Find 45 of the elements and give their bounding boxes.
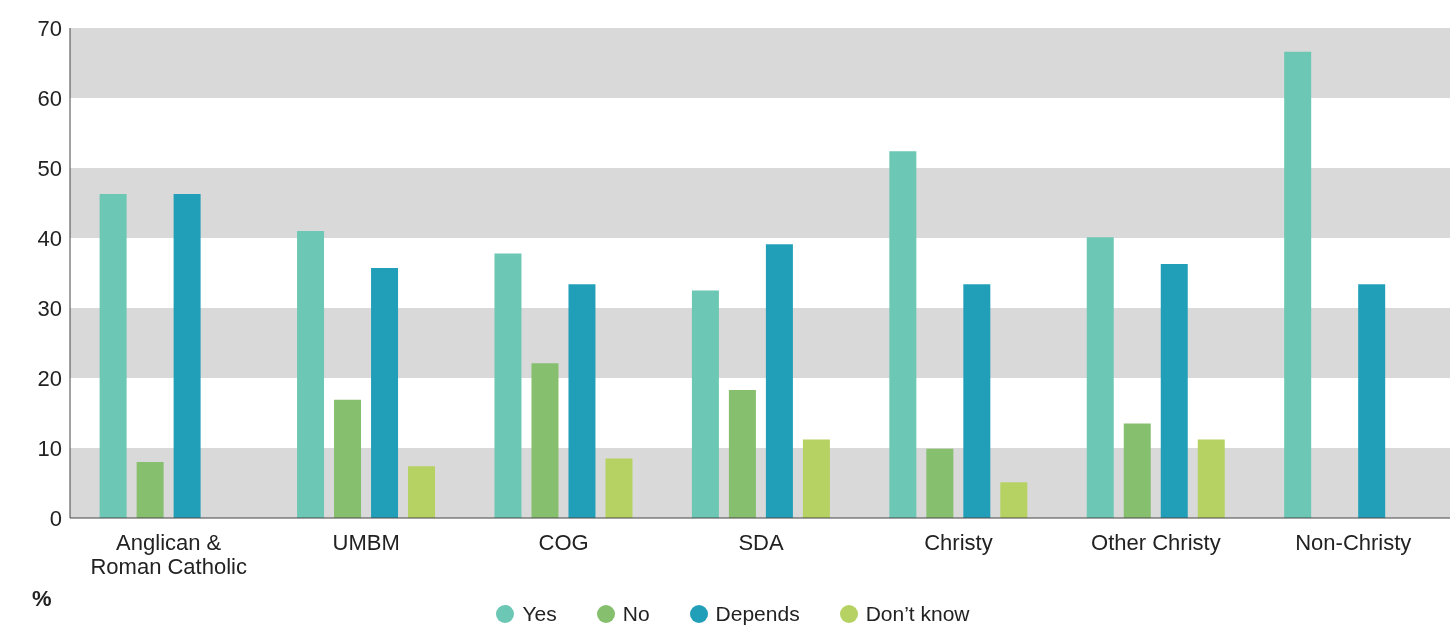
bar [1160,263,1188,518]
bar [494,253,522,518]
bar [334,399,362,518]
bar [1358,284,1386,518]
x-tick-label: COG [538,530,589,555]
bar [691,290,719,518]
bar [568,284,596,518]
legend-label: Don’t know [865,602,970,626]
legend-label: Depends [715,602,800,626]
x-tick-label: Anglican & Roman Catholic [90,530,247,579]
y-tick-label: 70 [37,15,62,41]
y-tick-label: 50 [37,155,62,181]
bar [963,284,991,518]
y-tick-label: 20 [37,365,62,391]
bar [173,193,201,518]
bar [531,363,559,518]
bar [297,231,325,518]
bar [1123,423,1151,518]
y-axis-title: % [32,586,52,612]
bar [802,439,830,518]
bar [371,268,399,518]
y-tick-label: 60 [37,85,62,111]
x-tick-label: Other Christy [1091,530,1221,555]
bar [728,389,756,518]
legend-label: No [622,602,650,626]
bar [99,193,127,518]
y-tick-label: 40 [37,225,62,251]
y-tick-label: 30 [37,295,62,321]
bar [1197,439,1225,518]
bar [765,244,793,518]
bar [1284,51,1312,518]
bar [605,458,633,518]
y-tick-label: 10 [37,435,62,461]
x-tick-label: SDA [738,530,784,555]
legend-label: Yes [522,602,557,626]
bar [1086,237,1114,518]
bar [136,462,164,518]
x-tick-label: Non-Christy [1295,530,1412,555]
bar [408,466,436,518]
y-tick-label: 0 [49,505,62,531]
bar [1000,482,1028,518]
bar [926,448,954,518]
x-tick-label: UMBM [332,530,400,555]
x-tick-label: Christy [924,530,993,555]
bar [889,151,917,518]
